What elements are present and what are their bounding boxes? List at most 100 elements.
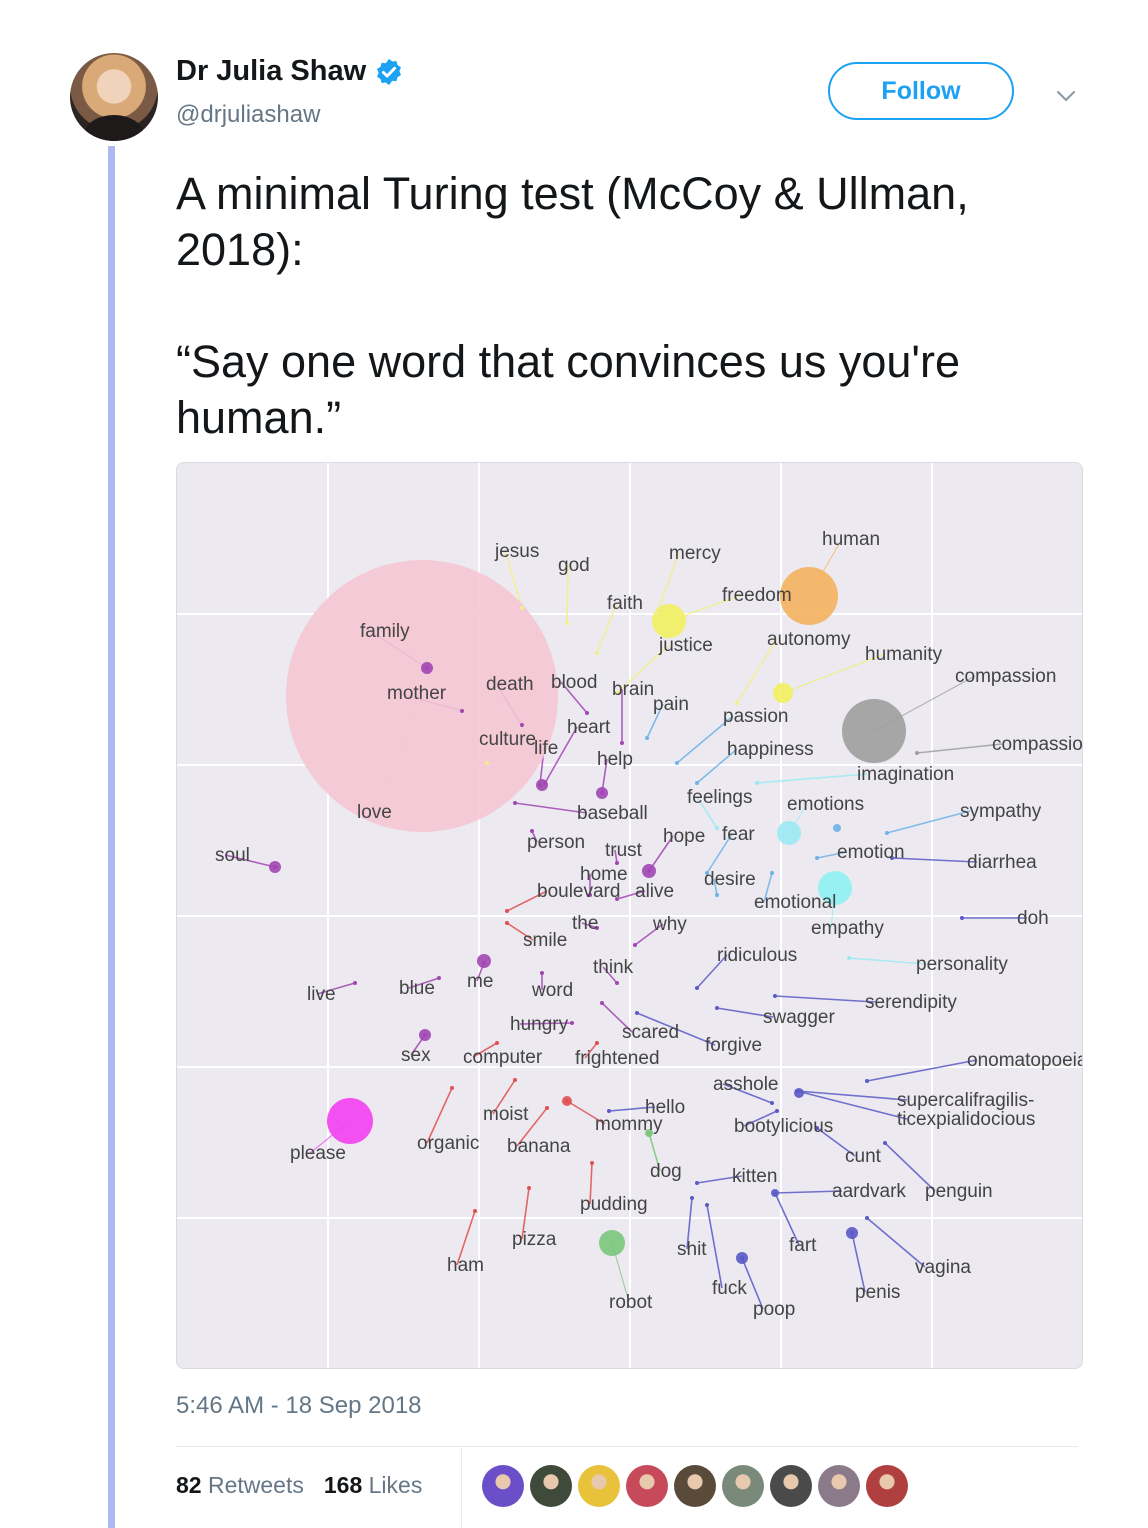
label-passion: passion [723,706,789,727]
dot-marker [736,1252,748,1264]
label-imagination: imagination [857,764,954,785]
liker-avatar[interactable] [674,1465,716,1507]
point-ridiculous [695,986,699,990]
label-kitten: kitten [732,1166,777,1187]
author-handle[interactable]: @drjuliashaw [176,101,321,128]
connector-blood [560,681,588,714]
point-god [565,621,569,625]
point-word [540,971,544,975]
liker-avatar[interactable] [722,1465,764,1507]
label-freedom: freedom [722,585,792,606]
label-emotions: emotions [787,794,864,815]
point-think [615,981,619,985]
point-culture [485,761,489,765]
point-pudding [590,1161,594,1165]
connector-penis [851,1232,866,1293]
point-blood [585,711,589,715]
point-smile [505,921,509,925]
label-baseball: baseball [577,803,648,824]
dot-marker [419,1029,431,1041]
follow-button[interactable]: Follow [828,62,1014,120]
point-mother [460,709,464,713]
author-avatar[interactable] [70,53,158,141]
connector-feelings [696,796,718,829]
label-smile: smile [523,930,567,951]
connector-think [602,966,618,984]
label-emotional: emotional [754,892,836,913]
liker-avatar[interactable] [530,1465,572,1507]
bubble-freedom [652,604,686,638]
connector-personality [848,957,927,965]
label-compassionate: compassionate [992,734,1082,755]
label-human: human [822,529,880,550]
label-culture: culture [479,729,536,750]
label-blood: blood [551,672,598,693]
retweets-count: 82 [176,1472,202,1498]
point-autonomy [735,701,739,705]
likes-label: Likes [368,1472,423,1498]
connector-why [634,923,664,946]
chevron-down-icon[interactable] [1052,82,1080,110]
point-faith [595,651,599,655]
point-hungry [570,1021,574,1025]
tweet-timestamp[interactable]: 5:46 AM - 18 Sep 2018 [176,1392,422,1419]
point-fuck [705,1203,709,1207]
liker-avatar[interactable] [482,1465,524,1507]
connector-computer [472,1042,498,1058]
connector-trust [614,849,618,864]
label-hungry: hungry [510,1014,569,1035]
point-diarrhea [890,856,894,860]
connector-asshole [722,1083,773,1104]
point-sympathy [885,831,889,835]
label-onomatopoeia: onomatopoeia [967,1050,1082,1071]
label-me: me [467,971,493,992]
liker-avatar[interactable] [770,1465,812,1507]
label-alive: alive [635,881,674,902]
label-boulevard: boulevard [537,881,620,902]
label-compassion: compassion [955,666,1056,687]
tweet-media-chart[interactable]: love human compassion please freedom empathy e… [176,462,1083,1369]
liker-avatar[interactable] [866,1465,908,1507]
label-shit: shit [677,1239,707,1260]
likes-count: 168 [323,1472,363,1498]
connector-forgive [636,1012,716,1046]
label-moist: moist [483,1104,529,1125]
point-ham [473,1209,477,1213]
liker-avatar[interactable] [578,1465,620,1507]
point-serendipity [773,994,777,998]
connector-compassionate [916,743,1003,754]
tweet-text: A minimal Turing test (McCoy & Ullman, 2… [176,168,969,443]
likes-stat[interactable]: 168 Likes [324,1472,422,1499]
connector-mercy [656,552,680,614]
connector-fuck [706,1204,723,1289]
retweets-label: Retweets [207,1472,304,1498]
retweets-stat[interactable]: 82 Retweets [176,1472,304,1499]
connector-emotional [763,872,773,903]
label-swagger: swagger [763,1007,835,1028]
label-emotion: emotion [837,842,905,863]
connector-ticexpialidocious [796,1090,908,1120]
label-serendipity: serendipity [865,992,957,1013]
liker-avatar[interactable] [626,1465,668,1507]
bubble-robot [599,1230,625,1256]
label-death: death [486,674,534,695]
connector-banana [516,1107,548,1147]
label-mommy: mommy [595,1114,663,1135]
label-pain: pain [653,694,689,715]
point-the [595,926,599,930]
point-desire [715,893,719,897]
liker-avatar[interactable] [818,1465,860,1507]
author-name[interactable]: Dr Julia Shaw [176,55,367,87]
point-justice [615,691,619,695]
point-person [530,829,534,833]
connector-imagination [756,773,868,784]
connector-live [316,982,356,995]
author-name-row[interactable]: Dr Julia Shaw [176,55,404,88]
label-ham: ham [447,1255,484,1276]
label-justice: justice [658,635,713,656]
point-asshole [770,1101,774,1105]
dot-marker [596,787,608,799]
label-love: love [357,802,392,823]
thread-line [108,146,115,1528]
label-family: family [360,621,410,642]
